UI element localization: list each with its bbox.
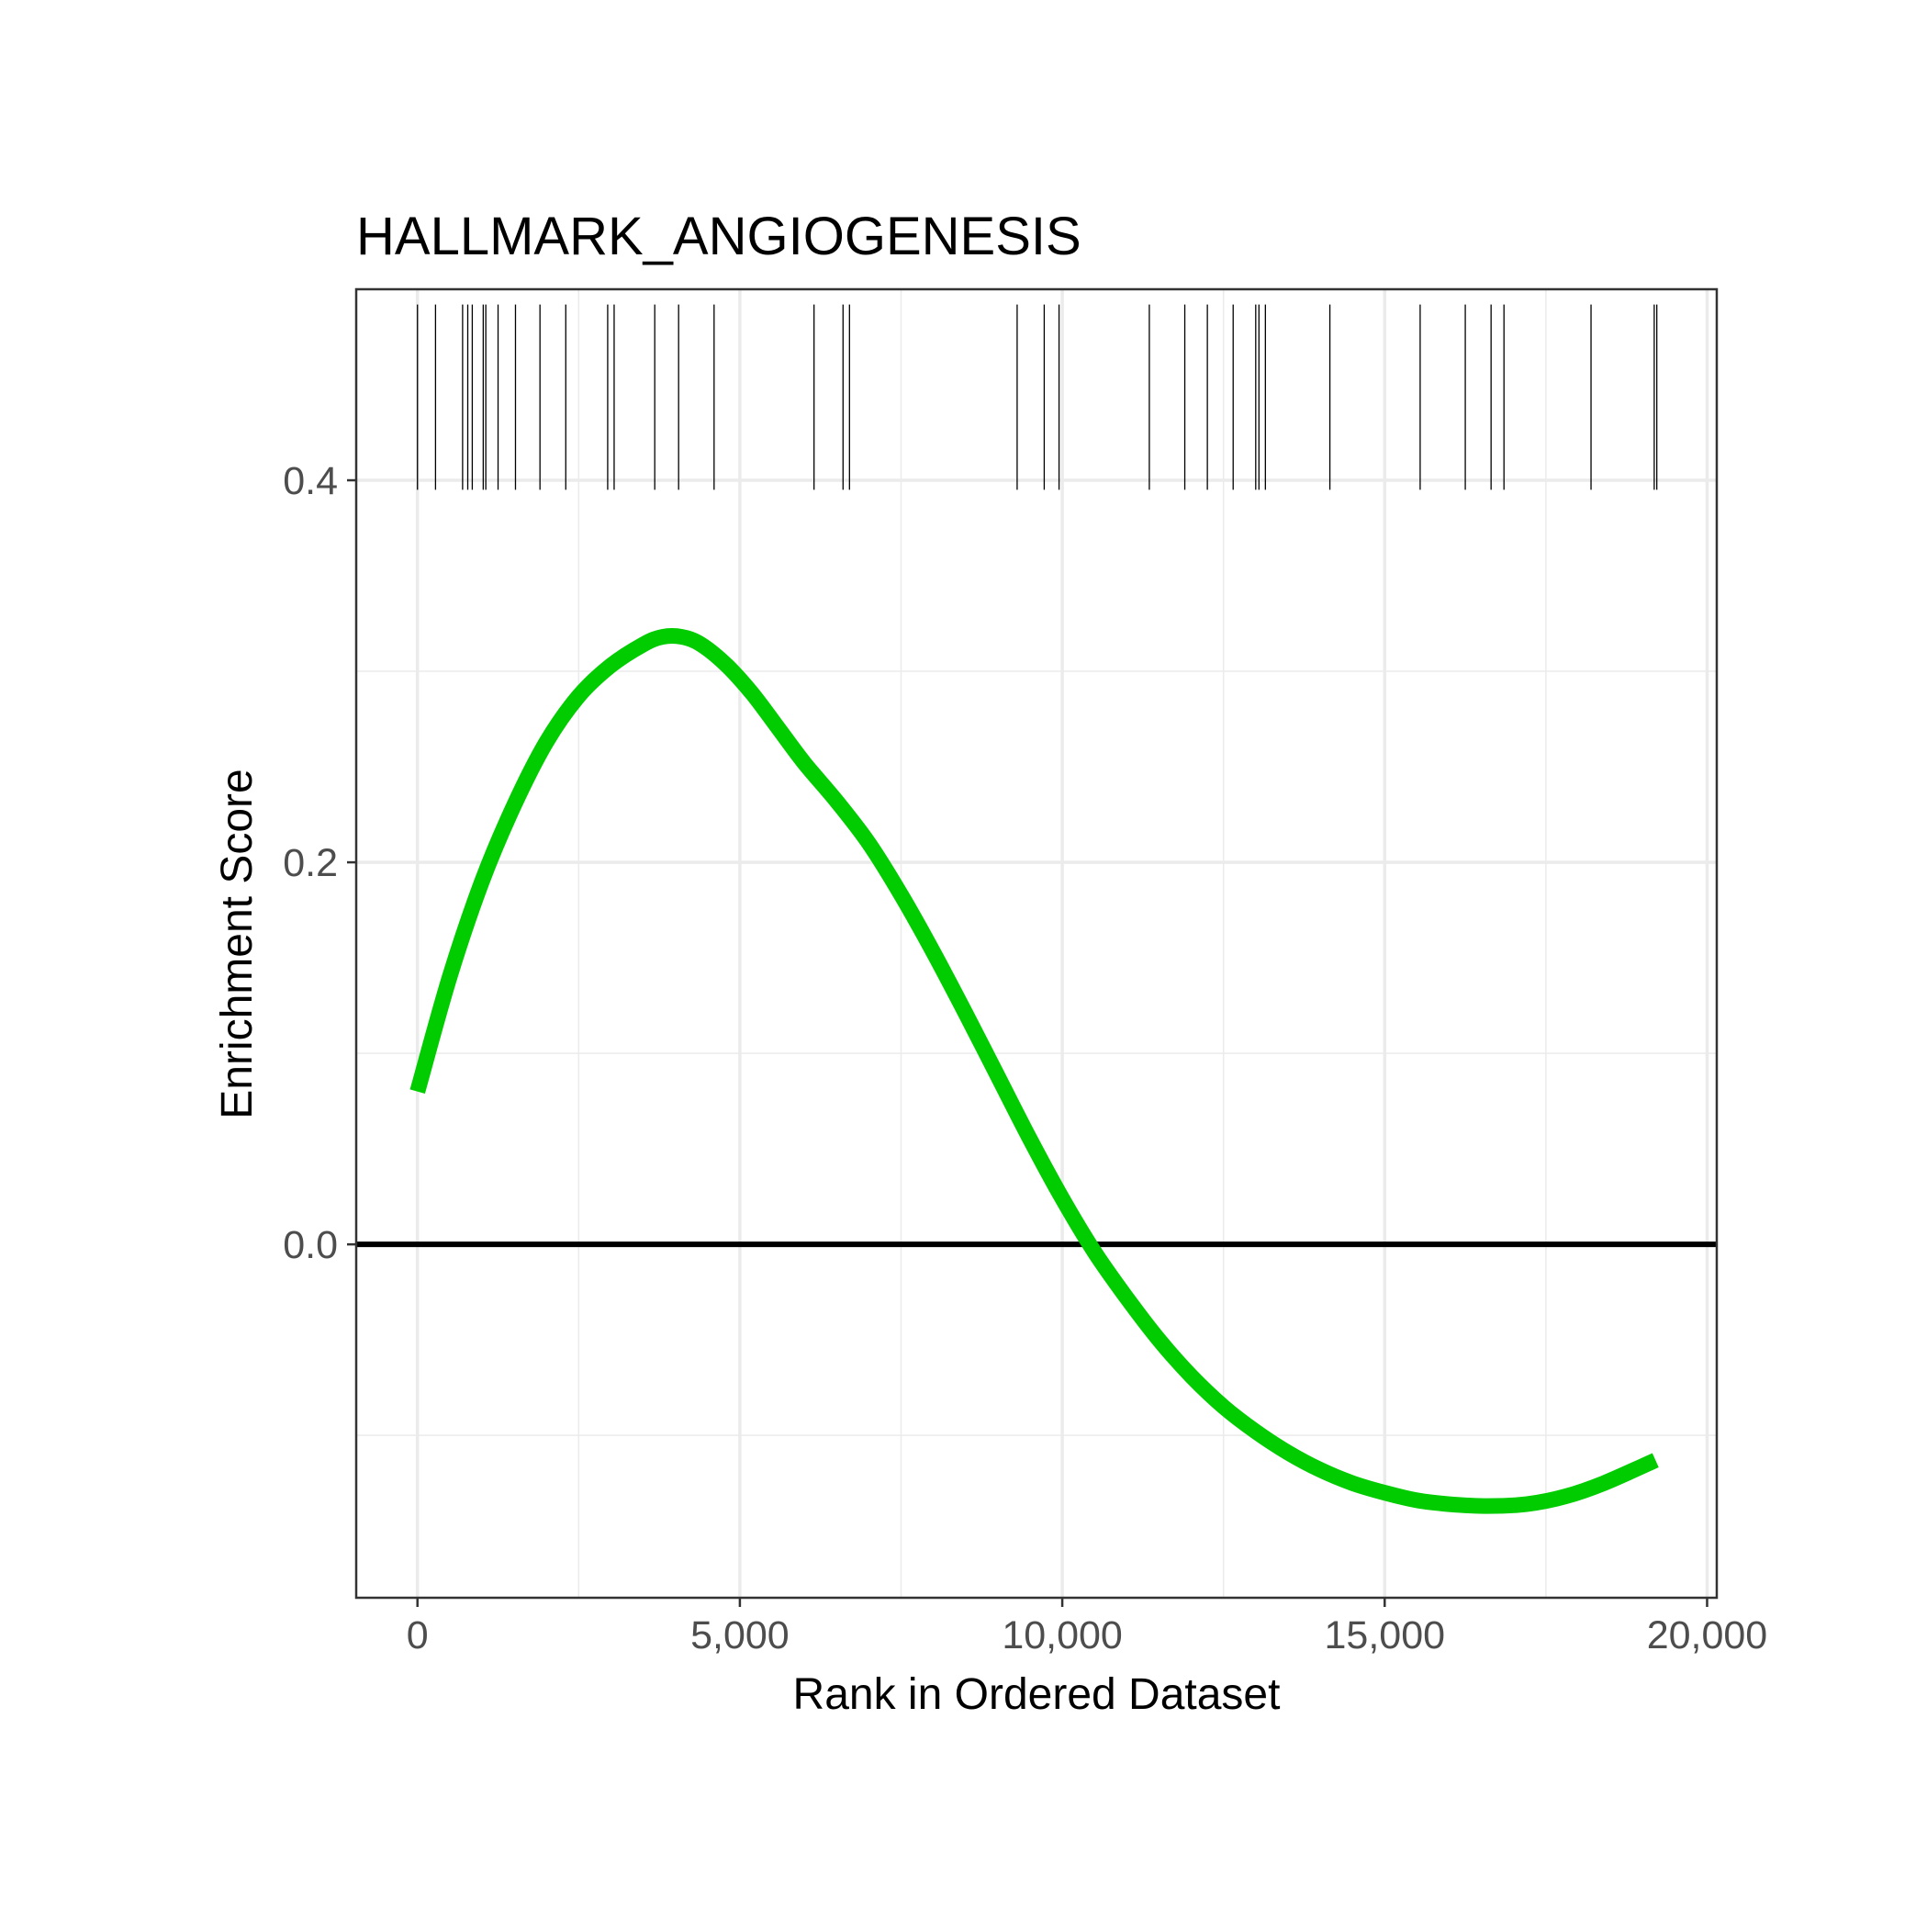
panel-border [354,287,1719,1600]
y-tick-label: 0.2 [283,841,338,885]
enrichment-score-curve [409,628,1659,1514]
x-axis-title: Rank in Ordered Dataset [793,1670,1281,1719]
y-tick-label: 0.4 [283,459,338,503]
x-tick-label: 0 [407,1613,429,1657]
chart-title: HALLMARK_ANGIOGENESIS [356,207,1081,266]
x-tick-label: 10,000 [1002,1613,1123,1657]
hit-marks [417,304,1658,490]
x-tick-label: 15,000 [1325,1613,1446,1657]
axis-ticks: 0 5,000 10,000 15,000 20,000 0.0 0.2 0.4 [283,459,1767,1657]
y-tick-label: 0.0 [283,1223,338,1267]
x-tick-label: 20,000 [1647,1613,1768,1657]
x-tick-label: 5,000 [690,1613,790,1657]
y-axis-title: Enrichment Score [213,769,262,1119]
